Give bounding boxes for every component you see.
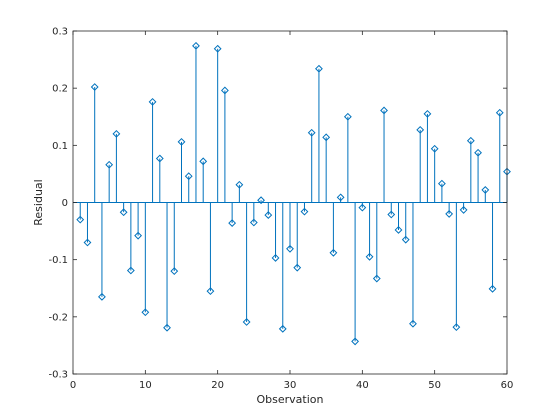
- y-tick-label: 0.1: [52, 141, 68, 152]
- stem-marker: [235, 180, 244, 189]
- stem-marker: [170, 267, 179, 276]
- x-tick-label: 0: [70, 380, 76, 391]
- stem-marker: [271, 254, 280, 262]
- stem-marker: [416, 125, 425, 134]
- stem-marker: [264, 211, 273, 219]
- y-tick-label: -0.3: [48, 370, 68, 381]
- stem-marker: [242, 318, 251, 326]
- x-tick-label: 20: [211, 380, 224, 391]
- stem-marker: [155, 154, 164, 163]
- stem-marker: [452, 323, 461, 332]
- stem-marker: [220, 86, 229, 95]
- stem-marker: [409, 319, 417, 328]
- stem-marker: [401, 235, 410, 244]
- y-tick-label: 0.2: [52, 84, 68, 95]
- stem-marker: [488, 284, 497, 293]
- stem-marker: [437, 179, 446, 188]
- stems-layer: [79, 45, 508, 342]
- stem-marker: [228, 219, 237, 227]
- stem-marker: [495, 108, 504, 117]
- x-tick-label: 60: [501, 380, 514, 391]
- y-ticks: -0.3 -0.2 -0.1 0 0.1 0.2 0.3: [48, 27, 507, 381]
- stem-marker: [83, 238, 92, 247]
- stem-marker: [481, 186, 490, 194]
- stem-marker: [300, 207, 309, 216]
- stem-marker: [358, 203, 367, 212]
- x-tick-label: 30: [284, 380, 297, 391]
- stem-marker: [213, 44, 222, 53]
- x-tick-label: 10: [139, 380, 152, 391]
- x-ticks: 0 10 20 30 40 50 60: [70, 31, 514, 391]
- stem-marker: [105, 160, 114, 169]
- stem-marker: [351, 337, 360, 346]
- stem-marker: [322, 133, 331, 142]
- stem-marker: [387, 210, 396, 219]
- stem-marker: [206, 287, 215, 296]
- stem-marker: [394, 226, 403, 234]
- stem-marker: [126, 266, 135, 275]
- x-tick-label: 40: [356, 380, 369, 391]
- y-tick-label: 0.3: [52, 27, 68, 38]
- stem-marker: [329, 248, 338, 257]
- stem-marker: [307, 128, 316, 137]
- stem-marker: [249, 218, 258, 227]
- stem-marker: [184, 172, 193, 181]
- y-axis-label: Residual: [32, 179, 45, 225]
- stem-marker: [192, 41, 200, 50]
- stem-marker: [466, 136, 475, 145]
- stem-marker: [365, 252, 374, 261]
- stem-marker: [423, 109, 432, 118]
- markers-layer: [76, 41, 511, 346]
- stem-marker: [199, 157, 208, 166]
- stem-marker: [90, 83, 99, 91]
- stem-marker: [293, 263, 302, 272]
- stem-marker: [343, 112, 352, 121]
- stem-marker: [372, 274, 381, 283]
- stem-marker: [76, 215, 85, 224]
- x-tick-label: 50: [428, 380, 441, 391]
- stem-marker: [177, 137, 186, 146]
- stem-marker: [134, 231, 143, 240]
- stem-marker: [112, 129, 121, 138]
- stem-marker: [98, 292, 106, 301]
- stem-marker: [141, 308, 150, 317]
- stem-marker: [148, 97, 157, 106]
- y-tick-label: 0: [62, 198, 68, 209]
- stem-marker: [430, 144, 439, 153]
- y-tick-label: -0.1: [48, 255, 68, 266]
- y-tick-label: -0.2: [48, 312, 68, 323]
- stem-marker: [336, 193, 345, 202]
- stem-marker: [257, 196, 265, 205]
- stem-marker: [459, 206, 468, 214]
- stem-marker: [380, 106, 388, 115]
- stem-marker: [474, 148, 482, 157]
- stem-marker: [445, 210, 454, 218]
- stem-marker: [119, 208, 128, 217]
- x-axis-label: Observation: [257, 393, 324, 406]
- stem-marker: [278, 324, 287, 333]
- stem-marker: [286, 244, 294, 253]
- stem-marker: [163, 323, 171, 332]
- stem-marker: [315, 64, 323, 73]
